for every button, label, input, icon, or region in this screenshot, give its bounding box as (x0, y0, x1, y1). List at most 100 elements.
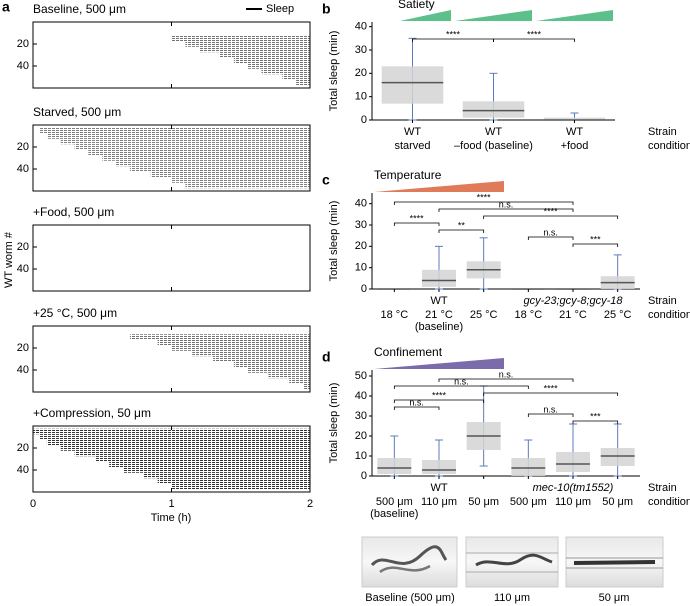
strain-label: gcy-23;gcy-8;gcy-18 (523, 295, 623, 307)
header-wedge (374, 181, 504, 192)
sleep-band (102, 155, 310, 161)
panel-label: b (322, 1, 331, 17)
sleep-band (60, 445, 311, 451)
sig-bracket (393, 399, 485, 403)
header-label: Confinement (374, 345, 443, 359)
box (556, 452, 590, 472)
sleep-band (109, 461, 310, 468)
y-tick-label: 20 (17, 141, 29, 153)
sleep-band (282, 74, 310, 80)
raster-title: Baseline, 500 μm (33, 2, 126, 16)
photo (565, 536, 664, 588)
panel-label: a (2, 0, 10, 15)
header-wedge (374, 358, 504, 369)
sleep-band (150, 171, 310, 178)
box (422, 460, 456, 474)
header-wedge (536, 10, 613, 21)
sleep-band (261, 68, 310, 75)
sleep-band (219, 52, 310, 58)
strain-label: WT (404, 126, 421, 138)
condition-label: 18 °C (381, 309, 409, 321)
sleep-band (289, 378, 310, 384)
y-tick-label: 30 (355, 44, 367, 56)
sig-label: **** (544, 383, 559, 393)
sig-bracket (527, 413, 574, 417)
raster-title: +25 °C, 500 μm (33, 306, 117, 320)
sig-label: n.s. (409, 397, 424, 407)
photo-caption: Baseline (500 μm) (365, 592, 455, 604)
sig-bracket (572, 243, 619, 247)
y-tick-label: 30 (355, 410, 367, 422)
sig-label: n.s. (499, 369, 514, 379)
condition-label: 110 μm (421, 496, 457, 508)
raster-frame (32, 224, 311, 292)
sleep-band (88, 149, 311, 156)
sleep-band (296, 79, 310, 86)
y-tick-label: 40 (17, 60, 29, 72)
condition-label: 50 μm (602, 496, 633, 508)
sig-label: n.s. (543, 404, 558, 414)
sig-label: n.s. (499, 199, 514, 209)
x-tick-label: 0 (30, 498, 36, 510)
sig-label: *** (590, 411, 601, 421)
sig-label: n.s. (543, 227, 558, 237)
sig-bracket (438, 378, 574, 382)
y-tick-label: 40 (17, 263, 29, 275)
sig-label: n.s. (454, 376, 469, 386)
y-tick-label: 20 (17, 342, 29, 354)
sleep-band (171, 483, 310, 490)
sleep-band (157, 339, 310, 346)
sig-label: **** (477, 192, 492, 202)
sleep-band (116, 160, 310, 167)
sleep-band (185, 41, 310, 47)
sleep-band (74, 144, 310, 150)
y-tick-label: 40 (355, 390, 367, 402)
sleep-band (129, 334, 310, 340)
photo-caption: 110 μm (494, 592, 530, 604)
y-tick-label: 20 (17, 442, 29, 454)
condition-label: 21 °C (559, 309, 587, 321)
condition-note: (baseline) (370, 508, 418, 520)
sleep-band (46, 133, 310, 139)
raster-title: Starved, 500 μm (33, 105, 121, 119)
sig-bracket (393, 406, 440, 410)
box (462, 101, 525, 118)
sleep-band (185, 182, 310, 189)
y-tick-label: 40 (355, 198, 367, 210)
sig-bracket (572, 420, 619, 424)
x-tick-label: 2 (307, 498, 313, 510)
sig-bracket (527, 236, 574, 240)
box (600, 448, 635, 466)
strain-label: WT (430, 482, 447, 494)
y-tick-label: 40 (355, 21, 367, 33)
sleep-band (39, 127, 311, 134)
sig-bracket (438, 208, 574, 212)
sleep-band (268, 372, 310, 379)
condition-label: 25 °C (470, 309, 498, 321)
x-tick-label: 1 (168, 498, 174, 510)
y-axis-label: Total sleep (min) (328, 201, 340, 282)
box (381, 66, 444, 104)
row-label: condition (648, 309, 690, 321)
sig-bracket (493, 38, 575, 42)
y-tick-label: 40 (17, 464, 29, 476)
sig-label: **** (544, 206, 559, 216)
sleep-band (233, 57, 310, 64)
raster-title: +Compression, 50 μm (33, 406, 151, 420)
strain-label: WT (566, 126, 583, 138)
strain-label: WT (485, 126, 502, 138)
condition-label: 18 °C (515, 309, 543, 321)
legend-label: Sleep (266, 3, 294, 15)
box (511, 458, 546, 476)
box (377, 458, 412, 474)
photo (361, 536, 458, 588)
row-label: condition (648, 496, 690, 508)
row-label: condition (648, 140, 690, 152)
sig-label: **** (410, 213, 425, 223)
strain-label: WT (430, 295, 447, 307)
sleep-band (60, 138, 311, 145)
sleep-band (171, 35, 310, 42)
panel-label: d (322, 349, 331, 365)
y-axis-label: Total sleep (min) (328, 383, 340, 464)
